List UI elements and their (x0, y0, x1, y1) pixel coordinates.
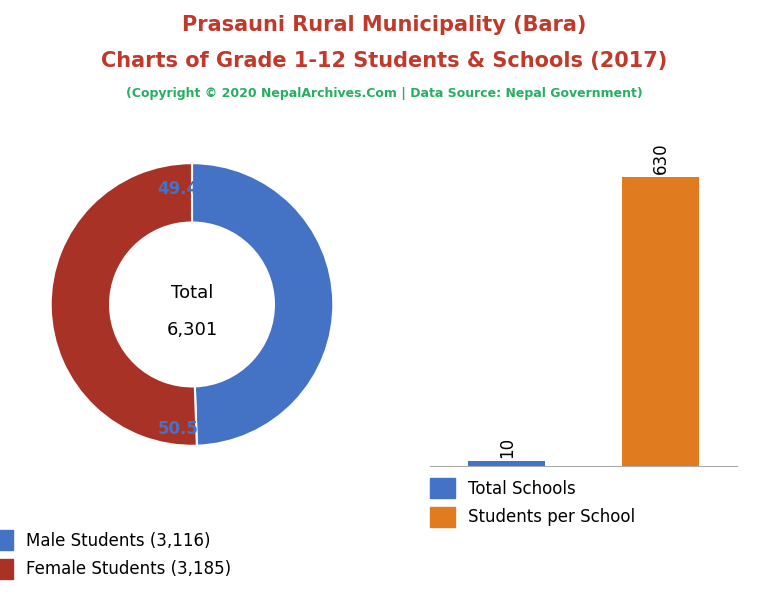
Bar (622, 177, 699, 466)
Text: (Copyright © 2020 NepalArchives.Com | Data Source: Nepal Government): (Copyright © 2020 NepalArchives.Com | Da… (126, 87, 642, 100)
Legend: Male Students (3,116), Female Students (3,185): Male Students (3,116), Female Students (… (0, 524, 238, 586)
Text: 630: 630 (651, 143, 670, 174)
Text: Total: Total (170, 284, 214, 302)
Wedge shape (51, 163, 197, 446)
Text: 49.45%: 49.45% (157, 180, 227, 198)
Text: Prasauni Rural Municipality (Bara): Prasauni Rural Municipality (Bara) (182, 15, 586, 35)
Text: 10: 10 (498, 437, 516, 458)
Text: 6,301: 6,301 (167, 321, 217, 339)
Legend: Total Schools, Students per School: Total Schools, Students per School (423, 471, 642, 534)
Text: 50.55%: 50.55% (157, 420, 227, 438)
Wedge shape (192, 163, 333, 446)
Bar (468, 461, 545, 466)
Text: Charts of Grade 1-12 Students & Schools (2017): Charts of Grade 1-12 Students & Schools … (101, 51, 667, 71)
